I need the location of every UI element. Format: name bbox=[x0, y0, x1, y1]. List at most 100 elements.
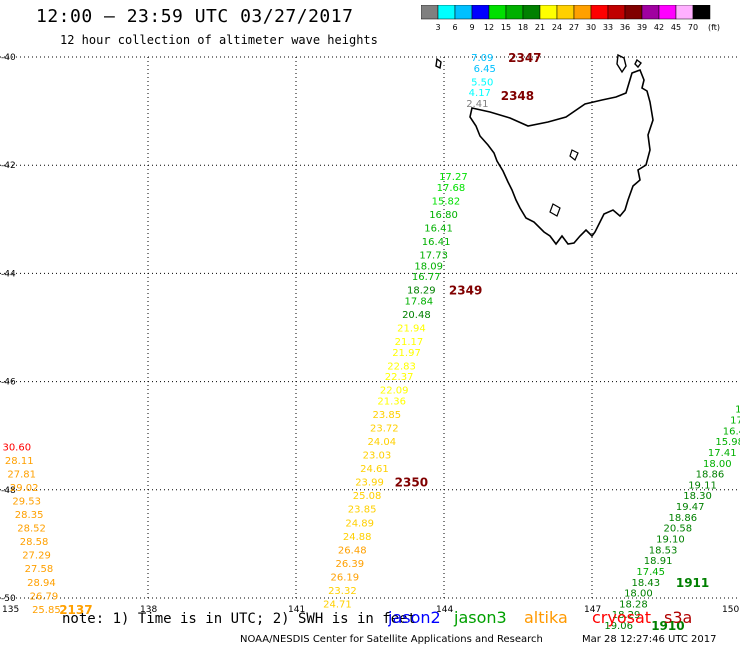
wave-height-value: 21.17 bbox=[395, 337, 424, 348]
wave-height-value: 26.48 bbox=[338, 545, 367, 556]
wave-height-value: 18.53 bbox=[649, 545, 678, 556]
wave-height-value: 27.58 bbox=[25, 564, 54, 575]
wave-height-value: 5.50 bbox=[471, 77, 493, 88]
wave-height-value: 19.10 bbox=[656, 534, 685, 545]
map-subtitle: 12 hour collection of altimeter wave hei… bbox=[60, 33, 378, 47]
wave-height-value: 17.41 bbox=[708, 448, 737, 459]
map-grid bbox=[0, 56, 740, 599]
wave-height-value: 28.35 bbox=[15, 510, 44, 521]
wave-height-value: 18.91 bbox=[644, 556, 673, 567]
wave-height-value: 16.41 bbox=[424, 223, 453, 234]
lat-label: -44 bbox=[1, 269, 16, 279]
south-east-island bbox=[569, 149, 579, 161]
wave-height-value: 22.09 bbox=[380, 386, 409, 397]
wave-height-value: 17.73 bbox=[419, 250, 448, 261]
legend-tick: 30 bbox=[586, 23, 596, 32]
pass-time-label: 1910 bbox=[651, 619, 684, 633]
wave-height-value: 26.79 bbox=[30, 591, 59, 602]
pass-time-label: 2349 bbox=[449, 284, 482, 298]
legend-tick: 27 bbox=[569, 23, 579, 32]
wave-height-value: 28.58 bbox=[20, 537, 49, 548]
latitude-labels: -40 -42 -44 -46 -48 -50 bbox=[1, 53, 16, 604]
legend-tick: 42 bbox=[654, 23, 664, 32]
map-title: 12:00 – 23:59 UTC 03/27/2017 bbox=[36, 6, 354, 27]
west-track: 30.60 28.11 27.81 29.02 29.53 28.35 28.52 28.58… bbox=[2, 443, 92, 617]
lat-label: -40 bbox=[1, 53, 16, 63]
wave-height-value: 18.86 bbox=[668, 513, 697, 524]
wave-height-value: 16.41 bbox=[422, 237, 451, 248]
wave-height-value: 16.80 bbox=[429, 210, 458, 221]
wave-height-value: 28.52 bbox=[17, 524, 46, 535]
pass-time-label: 2350 bbox=[395, 476, 428, 490]
wave-height-value: 16 bbox=[735, 405, 740, 416]
legend-tick: 18 bbox=[518, 23, 528, 32]
pass-time-label: 1911 bbox=[676, 576, 709, 590]
wave-height-value: 16.4 bbox=[723, 426, 740, 437]
wave-height-value: 7.09 bbox=[471, 53, 493, 64]
flinders-island bbox=[616, 53, 627, 74]
lat-label: -48 bbox=[1, 486, 16, 496]
mission-jason2: jason2 bbox=[388, 608, 441, 627]
wave-height-value: 24.71 bbox=[323, 599, 352, 610]
lat-label: -46 bbox=[1, 378, 16, 388]
wave-height-value: 23.03 bbox=[363, 451, 392, 462]
mission-altika: altika bbox=[524, 608, 568, 627]
wave-height-value: 22.83 bbox=[387, 361, 416, 372]
wave-height-value: 6.45 bbox=[474, 64, 496, 75]
wave-height-value: 23.32 bbox=[328, 586, 357, 597]
lat-label: -42 bbox=[1, 161, 16, 171]
legend-tick: 33 bbox=[603, 23, 613, 32]
wave-height-value: 29.53 bbox=[12, 497, 41, 508]
wave-height-value: 21.94 bbox=[397, 324, 426, 335]
wave-height-legend: 3 6 9 12 15 18 21 24 27 30 33 36 39 42 45 70 (ft) bbox=[421, 5, 720, 32]
wave-height-value: 18.09 bbox=[414, 261, 443, 272]
wave-height-value: 18.00 bbox=[703, 459, 732, 470]
wave-height-value: 18.28 bbox=[619, 599, 648, 610]
lon-label: 147 bbox=[584, 605, 601, 615]
mission-cryosat: cryosat bbox=[592, 608, 651, 627]
wave-height-value: 23.85 bbox=[372, 410, 401, 421]
lon-label: 144 bbox=[436, 605, 453, 615]
wave-height-value: 28.11 bbox=[5, 456, 34, 467]
legend-swatch bbox=[692, 5, 711, 20]
wave-height-value: 23.99 bbox=[355, 478, 384, 489]
wave-height-value: 26.39 bbox=[335, 559, 364, 570]
lon-label: 135 bbox=[2, 605, 19, 615]
lat-label: -50 bbox=[1, 594, 16, 604]
wave-height-value: 17.45 bbox=[636, 567, 665, 578]
wave-height-value: 18.30 bbox=[683, 491, 712, 502]
mission-jason3: jason3 bbox=[453, 608, 507, 627]
pass-time-label: 2137 bbox=[59, 603, 92, 617]
wave-height-value: 21.97 bbox=[392, 348, 421, 359]
wave-height-value: 17.68 bbox=[437, 183, 466, 194]
legend-tick: 70 bbox=[688, 23, 698, 32]
wave-height-value: 25.85 bbox=[32, 605, 61, 616]
wave-height-value: 17.84 bbox=[405, 296, 434, 307]
wave-height-value: 18.29 bbox=[407, 286, 436, 297]
wave-height-value: 20.48 bbox=[402, 310, 431, 321]
legend-tick: 36 bbox=[620, 23, 630, 32]
wave-height-value: 25.08 bbox=[353, 491, 382, 502]
wave-height-value: 24.04 bbox=[368, 437, 397, 448]
legend-tick: 3 bbox=[435, 23, 440, 32]
wave-height-value: 18.86 bbox=[696, 470, 725, 481]
pass-time-label: 2348 bbox=[501, 89, 534, 103]
legend-tick: 39 bbox=[637, 23, 647, 32]
wave-height-value: 26.19 bbox=[331, 572, 360, 583]
wave-height-value: 24.89 bbox=[345, 518, 374, 529]
wave-height-value: 30.60 bbox=[2, 443, 31, 454]
wave-height-value: 22.37 bbox=[385, 372, 414, 383]
tasmania-outline bbox=[469, 68, 654, 246]
east-track: 1617.16.415.9817.4118.0018.8619.1118.301… bbox=[604, 405, 740, 633]
wave-height-value: 27.81 bbox=[7, 470, 36, 481]
wave-height-value: 20.58 bbox=[664, 524, 693, 535]
wave-height-value: 24.61 bbox=[360, 464, 389, 475]
wave-height-value: 18.43 bbox=[631, 578, 660, 589]
wave-height-value: 23.72 bbox=[370, 424, 399, 435]
longitude-labels: 135 138 141 144 147 150 bbox=[2, 605, 739, 615]
legend-unit: (ft) bbox=[708, 23, 720, 32]
north-track: 7.096.45 5.504.172.41 2347 2348 bbox=[466, 51, 541, 110]
